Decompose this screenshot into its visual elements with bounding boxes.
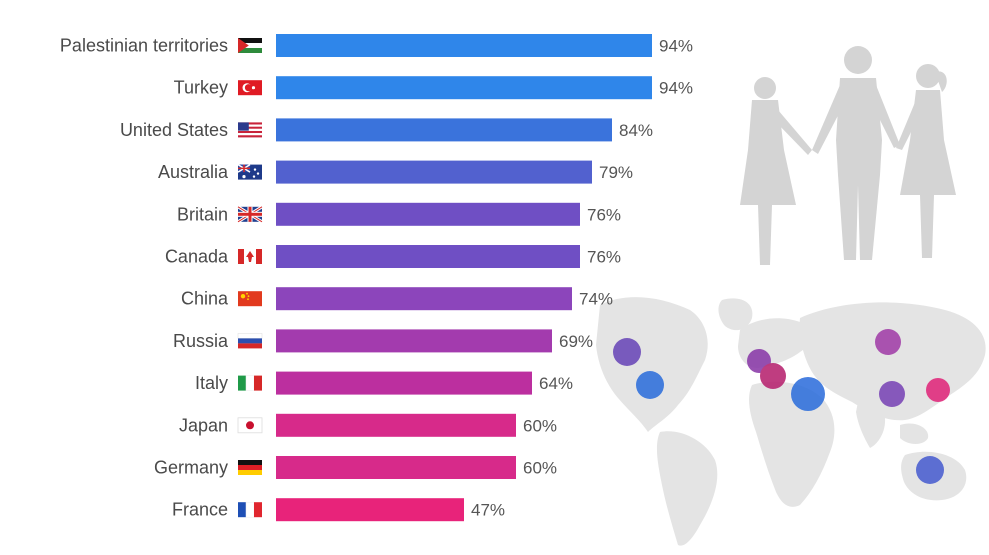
category-label: Canada	[165, 247, 229, 267]
bar	[276, 76, 652, 100]
category-label: France	[172, 500, 228, 520]
bar-row: Palestinian territories 94%	[60, 34, 693, 57]
germany-flag-icon	[238, 460, 262, 475]
value-label: 64%	[539, 374, 573, 393]
category-label: Italy	[195, 373, 228, 393]
bar	[276, 498, 464, 522]
value-label: 76%	[587, 205, 621, 224]
bar-row: Canada 76%	[165, 245, 621, 268]
category-label: Japan	[179, 415, 228, 435]
value-label: 60%	[523, 416, 557, 435]
map-bubble	[916, 456, 944, 484]
bar-row: Japan 60%	[179, 413, 557, 437]
bar	[276, 456, 516, 479]
map-bubble	[926, 378, 950, 402]
category-label: Australia	[158, 162, 229, 182]
silhouette-people-icon	[740, 46, 956, 265]
bar-row: Italy 64%	[195, 371, 573, 395]
bar	[276, 34, 652, 57]
map-bubble	[613, 338, 641, 366]
bar	[276, 287, 572, 311]
canada-flag-icon	[238, 249, 262, 264]
value-label: 79%	[599, 163, 633, 182]
map-bubble	[875, 329, 901, 355]
japan-flag-icon	[237, 417, 263, 434]
bar-row: Britain 76%	[177, 202, 621, 226]
bar-row: Russia 69%	[173, 329, 593, 353]
bar-row: United States 84%	[120, 118, 653, 142]
bar	[276, 329, 552, 353]
france-flag-icon	[238, 501, 262, 518]
bar	[276, 371, 532, 395]
category-label: Germany	[154, 458, 228, 478]
russia-flag-icon	[237, 333, 263, 349]
map-bubble	[879, 381, 905, 407]
map-bubble	[791, 377, 825, 411]
uk-flag-icon	[237, 205, 263, 224]
value-label: 74%	[579, 290, 613, 309]
australia-flag-icon	[237, 163, 262, 180]
bar-row: Turkey 94%	[174, 76, 693, 100]
map-bubble	[636, 371, 664, 399]
bar	[276, 413, 516, 437]
category-label: Britain	[177, 204, 228, 224]
turkey-flag-icon	[238, 80, 262, 96]
china-flag-icon	[238, 291, 262, 307]
category-label: United States	[120, 120, 228, 140]
map-bubbles	[613, 329, 950, 484]
palestine-flag-icon	[238, 38, 262, 53]
value-label: 94%	[659, 37, 693, 56]
category-label: China	[181, 289, 229, 309]
bar-row: Germany 60%	[154, 456, 557, 479]
bar	[276, 202, 580, 226]
category-label: Turkey	[174, 78, 228, 98]
category-label: Russia	[173, 331, 229, 351]
bar-row: China 74%	[181, 287, 613, 311]
value-label: 84%	[619, 121, 653, 140]
value-label: 94%	[659, 79, 693, 98]
value-label: 69%	[559, 332, 593, 351]
world-map-icon	[596, 297, 986, 546]
bar-row: Australia 79%	[158, 160, 633, 184]
italy-flag-icon	[238, 375, 262, 391]
bar	[276, 118, 612, 142]
value-label: 47%	[471, 501, 505, 520]
bar	[276, 160, 592, 184]
category-label: Palestinian territories	[60, 36, 228, 56]
bar	[276, 245, 580, 268]
map-bubble	[760, 363, 786, 389]
bars-layer: Palestinian territories 94% Turkey 94% Unite…	[60, 34, 693, 522]
bar-row: France 47%	[172, 498, 505, 522]
usa-flag-icon	[238, 122, 262, 138]
value-label: 60%	[523, 459, 557, 478]
value-label: 76%	[587, 248, 621, 267]
